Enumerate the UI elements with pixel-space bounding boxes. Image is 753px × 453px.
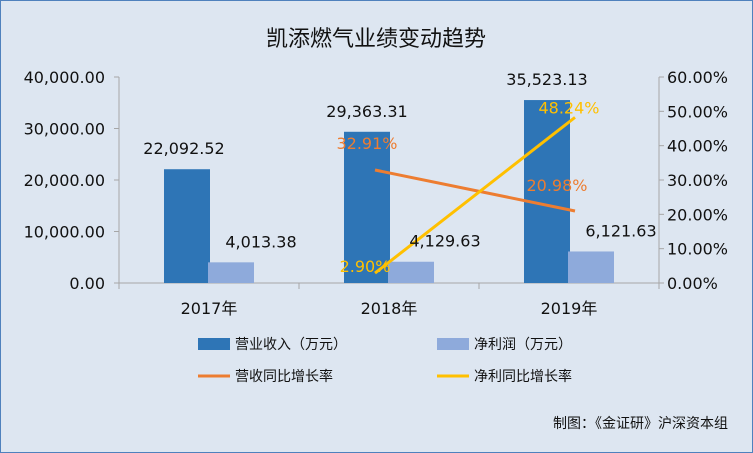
bar-data-label: 6,121.63 bbox=[585, 221, 656, 240]
bar-data-label: 29,363.31 bbox=[326, 102, 407, 121]
legend-swatch bbox=[437, 338, 469, 350]
y-left-tick-label: 10,000.00 bbox=[24, 223, 105, 242]
y-right-tick-label: 30.00% bbox=[667, 171, 728, 190]
y-right-tick-label: 40.00% bbox=[667, 137, 728, 156]
line-data-label: 32.91% bbox=[336, 134, 397, 153]
bars-layer bbox=[164, 100, 614, 283]
source-note: 制图：《金证研》沪深资本组 bbox=[553, 416, 728, 432]
legend: 营业收入（万元） 净利润（万元） 营收同比增长率 净利同比增长率 bbox=[198, 337, 572, 385]
line-series bbox=[374, 168, 576, 213]
y-left-tick-label: 0.00 bbox=[69, 274, 105, 293]
data-labels-layer: 22,092.52 29,363.31 35,523.13 4,013.38 4,129… bbox=[143, 70, 656, 276]
y-right-tick-label: 0.00% bbox=[667, 274, 718, 293]
bar-data-label: 4,129.63 bbox=[409, 232, 480, 251]
x-category-label: 2017年 bbox=[181, 299, 238, 318]
bar-data-label: 4,013.38 bbox=[225, 232, 296, 251]
bar bbox=[208, 262, 254, 283]
y-left-tick-label: 20,000.00 bbox=[24, 171, 105, 190]
bar bbox=[164, 169, 210, 283]
y-left-tick-label: 40,000.00 bbox=[24, 68, 105, 87]
x-category-label: 2019年 bbox=[541, 299, 598, 318]
legend-swatch bbox=[198, 338, 230, 350]
line-data-label: 20.98% bbox=[526, 176, 587, 195]
y-right-tick-label: 20.00% bbox=[667, 205, 728, 224]
bar bbox=[388, 261, 434, 283]
legend-label: 营业收入（万元） bbox=[235, 337, 347, 353]
line-series bbox=[374, 116, 576, 275]
bar-data-label: 35,523.13 bbox=[506, 70, 587, 89]
x-category-label: 2018年 bbox=[361, 299, 418, 318]
axes-layer: 0.00 10,000.00 20,000.00 30,000.00 40,000.00… bbox=[24, 68, 728, 318]
line-data-label: 2.90% bbox=[340, 257, 391, 276]
y-right-tick-label: 60.00% bbox=[667, 68, 728, 87]
line-data-label: 48.24% bbox=[538, 98, 599, 117]
chart-title: 凯添燃气业绩变动趋势 bbox=[266, 27, 486, 52]
bar bbox=[524, 100, 570, 283]
lines-layer bbox=[374, 116, 576, 275]
bar-data-label: 22,092.52 bbox=[143, 139, 224, 158]
bar bbox=[568, 251, 614, 283]
legend-label: 营收同比增长率 bbox=[235, 368, 333, 385]
legend-label: 净利润（万元） bbox=[474, 337, 572, 353]
bar bbox=[344, 131, 390, 283]
legend-label: 净利同比增长率 bbox=[474, 368, 572, 385]
y-right-tick-label: 50.00% bbox=[667, 102, 728, 121]
y-left-tick-label: 30,000.00 bbox=[24, 120, 105, 139]
y-right-tick-label: 10.00% bbox=[667, 240, 728, 259]
